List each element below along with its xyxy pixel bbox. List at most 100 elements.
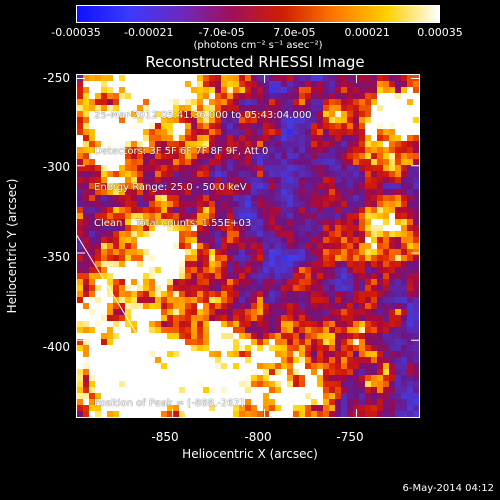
heatmap-cell	[395, 309, 401, 315]
heatmap-cell	[395, 249, 401, 255]
heatmap-cell	[197, 339, 203, 345]
heatmap-cell	[353, 189, 359, 195]
heatmap-cell	[197, 351, 203, 357]
heatmap-cell	[173, 195, 179, 201]
heatmap-cell	[287, 261, 293, 267]
heatmap-cell	[341, 315, 347, 321]
heatmap-cell	[341, 285, 347, 291]
heatmap-cell	[227, 105, 233, 111]
heatmap-cell	[371, 411, 377, 417]
heatmap-cell	[119, 309, 125, 315]
heatmap-cell	[311, 309, 317, 315]
heatmap-cell	[137, 243, 143, 249]
heatmap-cell	[353, 357, 359, 363]
heatmap-cell	[251, 315, 257, 321]
heatmap-cell	[377, 327, 383, 333]
heatmap-cell	[197, 81, 203, 87]
heatmap-cell	[371, 315, 377, 321]
heatmap-cell	[167, 405, 173, 411]
heatmap-cell	[347, 213, 353, 219]
heatmap-cell	[359, 249, 365, 255]
heatmap-cell	[353, 321, 359, 327]
heatmap-cell	[167, 357, 173, 363]
heatmap-cell	[389, 195, 395, 201]
heatmap-cell	[353, 105, 359, 111]
heatmap-cell	[167, 327, 173, 333]
heatmap-cell	[287, 159, 293, 165]
heatmap-cell	[245, 171, 251, 177]
heatmap-cell	[119, 183, 125, 189]
heatmap-cell	[377, 345, 383, 351]
heatmap-cell	[191, 315, 197, 321]
heatmap-cell	[389, 153, 395, 159]
heatmap-cell	[287, 279, 293, 285]
heatmap-cell	[137, 405, 143, 411]
heatmap-cell	[263, 225, 269, 231]
heatmap-cell	[413, 111, 419, 117]
heatmap-cell	[233, 153, 239, 159]
heatmap-cell	[167, 261, 173, 267]
heatmap-cell	[209, 363, 215, 369]
heatmap-cell	[383, 171, 389, 177]
heatmap-cell	[197, 249, 203, 255]
heatmap-cell	[329, 123, 335, 129]
heatmap-cell	[95, 303, 101, 309]
heatmap-cell	[383, 357, 389, 363]
heatmap-cell	[401, 297, 407, 303]
heatmap-cell	[287, 195, 293, 201]
heatmap-cell	[353, 345, 359, 351]
heatmap-cell	[329, 87, 335, 93]
heatmap-cell	[287, 105, 293, 111]
heatmap-cell	[197, 405, 203, 411]
heatmap-cell	[257, 231, 263, 237]
heatmap-cell	[149, 369, 155, 375]
heatmap-cell	[131, 195, 137, 201]
heatmap-cell	[275, 225, 281, 231]
heatmap-cell	[239, 309, 245, 315]
heatmap-cell	[209, 171, 215, 177]
heatmap-cell	[323, 219, 329, 225]
heatmap-cell	[197, 237, 203, 243]
heatmap-cell	[335, 81, 341, 87]
heatmap-cell	[383, 243, 389, 249]
heatmap-cell	[161, 333, 167, 339]
heatmap-cell	[299, 315, 305, 321]
heatmap-cell	[365, 105, 371, 111]
heatmap-cell	[101, 285, 107, 291]
heatmap-cell	[203, 363, 209, 369]
heatmap-cell	[161, 87, 167, 93]
heatmap-cell	[311, 75, 317, 81]
heatmap-cell	[269, 261, 275, 267]
heatmap-cell	[197, 357, 203, 363]
heatmap-cell	[335, 399, 341, 405]
heatmap-cell	[299, 141, 305, 147]
heatmap-cell	[311, 393, 317, 399]
heatmap-cell	[275, 345, 281, 351]
heatmap-cell	[197, 297, 203, 303]
heatmap-cell	[311, 129, 317, 135]
heatmap-cell	[95, 405, 101, 411]
heatmap-cell	[347, 387, 353, 393]
heatmap-cell	[347, 345, 353, 351]
heatmap-cell	[287, 237, 293, 243]
heatmap-cell	[377, 117, 383, 123]
heatmap-cell	[287, 153, 293, 159]
heatmap-cell	[407, 267, 413, 273]
heatmap-cell	[269, 405, 275, 411]
heatmap-cell	[209, 177, 215, 183]
heatmap-cell	[263, 171, 269, 177]
heatmap-cell	[311, 153, 317, 159]
heatmap-cell	[221, 393, 227, 399]
heatmap-cell	[173, 135, 179, 141]
heatmap-cell	[89, 219, 95, 225]
heatmap-cell	[359, 99, 365, 105]
heatmap-cell	[347, 393, 353, 399]
heatmap-cell	[407, 303, 413, 309]
heatmap-cell	[89, 177, 95, 183]
heatmap-cell	[77, 411, 83, 417]
heatmap-cell	[179, 387, 185, 393]
heatmap-cell	[203, 279, 209, 285]
heatmap-cell	[143, 153, 149, 159]
heatmap-cell	[365, 267, 371, 273]
heatmap-cell	[347, 237, 353, 243]
